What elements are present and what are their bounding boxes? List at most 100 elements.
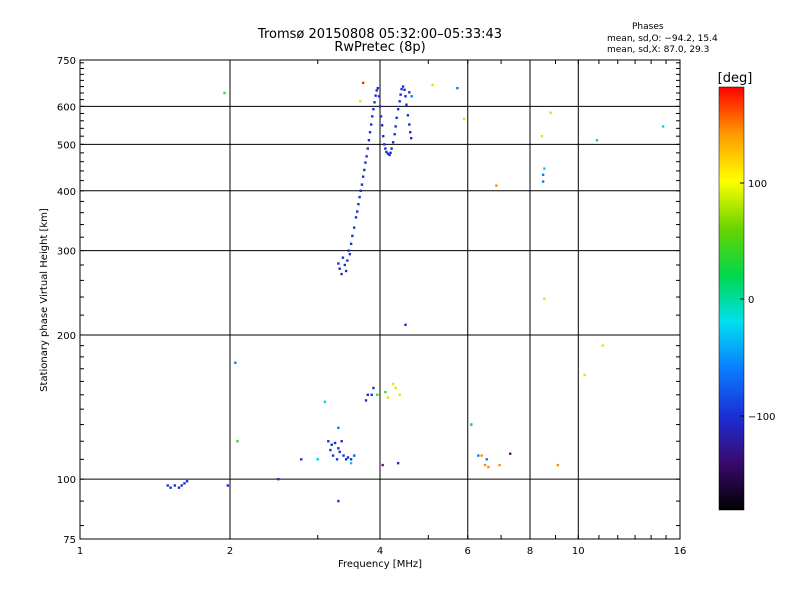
data-point	[487, 465, 490, 469]
data-point	[401, 85, 405, 88]
data-point	[394, 125, 397, 128]
data-point	[508, 452, 512, 455]
colorbar-ticks: 100 0 −100	[740, 179, 775, 423]
data-point	[543, 167, 546, 170]
data-point	[396, 108, 400, 111]
phases-title: Phases	[632, 22, 664, 32]
data-point	[398, 100, 401, 103]
data-point	[470, 423, 473, 426]
phases-x-stats: mean, sd,X: 87.0, 29.3	[607, 45, 710, 55]
data-point	[372, 108, 375, 111]
data-point	[343, 263, 347, 267]
data-point	[361, 81, 365, 85]
data-point	[390, 147, 393, 150]
colorbar	[718, 86, 745, 511]
data-point	[357, 202, 360, 206]
data-point	[180, 484, 183, 487]
data-point	[384, 390, 387, 394]
y-tick-label: 200	[57, 331, 76, 342]
data-point	[364, 161, 367, 164]
x-axis-label: Frequency [MHz]	[338, 559, 422, 570]
data-point	[374, 94, 377, 97]
data-point	[366, 393, 369, 397]
data-point	[347, 249, 350, 252]
data-point	[340, 272, 343, 276]
data-point	[405, 103, 408, 106]
data-point	[456, 86, 459, 90]
data-point	[398, 393, 401, 397]
data-point	[330, 443, 333, 446]
data-point	[335, 458, 339, 461]
data-point	[372, 386, 375, 390]
y-tick-label: 750	[57, 56, 76, 67]
data-point	[371, 115, 374, 118]
grid-lines	[80, 60, 680, 539]
data-point	[358, 100, 362, 103]
data-point	[226, 484, 230, 487]
data-point	[385, 150, 388, 154]
data-point	[541, 180, 545, 183]
data-point	[352, 454, 356, 457]
data-point	[498, 463, 501, 467]
data-point	[277, 477, 280, 481]
data-point	[183, 482, 186, 485]
data-point	[409, 131, 412, 134]
data-point	[363, 168, 366, 172]
chart-title: Tromsø 20150808 05:32:00–05:33:43	[257, 27, 503, 42]
data-point	[360, 183, 364, 186]
data-point	[346, 456, 350, 459]
colorbar-label: [deg]	[718, 71, 753, 86]
data-point	[495, 184, 498, 187]
data-point	[485, 458, 488, 461]
y-tick-label: 500	[57, 140, 76, 151]
data-point	[480, 454, 483, 457]
data-point	[369, 123, 373, 126]
data-point	[462, 117, 466, 121]
data-point	[403, 88, 406, 91]
data-point	[386, 396, 390, 399]
data-point	[375, 89, 378, 92]
data-point	[333, 441, 337, 445]
data-point	[346, 259, 349, 262]
data-point	[342, 454, 345, 457]
data-point	[391, 141, 395, 144]
data-point	[384, 147, 387, 150]
data-point	[366, 147, 369, 150]
data-point	[337, 426, 340, 430]
data-point	[300, 458, 303, 461]
x-tick-label: 2	[227, 546, 233, 557]
data-point	[349, 242, 353, 245]
data-point	[368, 131, 372, 134]
data-point	[404, 323, 407, 327]
data-point	[477, 454, 480, 457]
y-tick-label: 400	[57, 187, 76, 198]
data-point	[373, 101, 376, 104]
data-point	[595, 139, 599, 142]
data-point	[323, 400, 327, 404]
data-point	[540, 134, 544, 138]
data-point	[166, 484, 169, 487]
data-point	[388, 153, 391, 157]
data-point	[344, 458, 348, 461]
data-point	[404, 95, 407, 98]
data-point	[337, 499, 340, 503]
data-point	[344, 269, 348, 273]
data-point	[380, 124, 384, 127]
x-axis-ticks: 1 2 4 6 8 10 16	[77, 60, 686, 557]
data-point	[541, 173, 545, 176]
data-point	[355, 210, 359, 213]
data-point	[316, 458, 319, 461]
data-point	[483, 463, 487, 467]
chart-subtitle: RwPretec (8p)	[334, 40, 426, 55]
data-point	[601, 344, 605, 347]
data-point	[399, 93, 402, 96]
data-point	[340, 440, 343, 443]
data-point	[337, 447, 340, 450]
data-point	[389, 151, 392, 155]
data-points	[166, 81, 665, 503]
data-point	[408, 91, 411, 94]
colorbar-tick-100: 100	[748, 179, 767, 190]
data-point	[358, 195, 361, 199]
data-point	[338, 450, 341, 454]
